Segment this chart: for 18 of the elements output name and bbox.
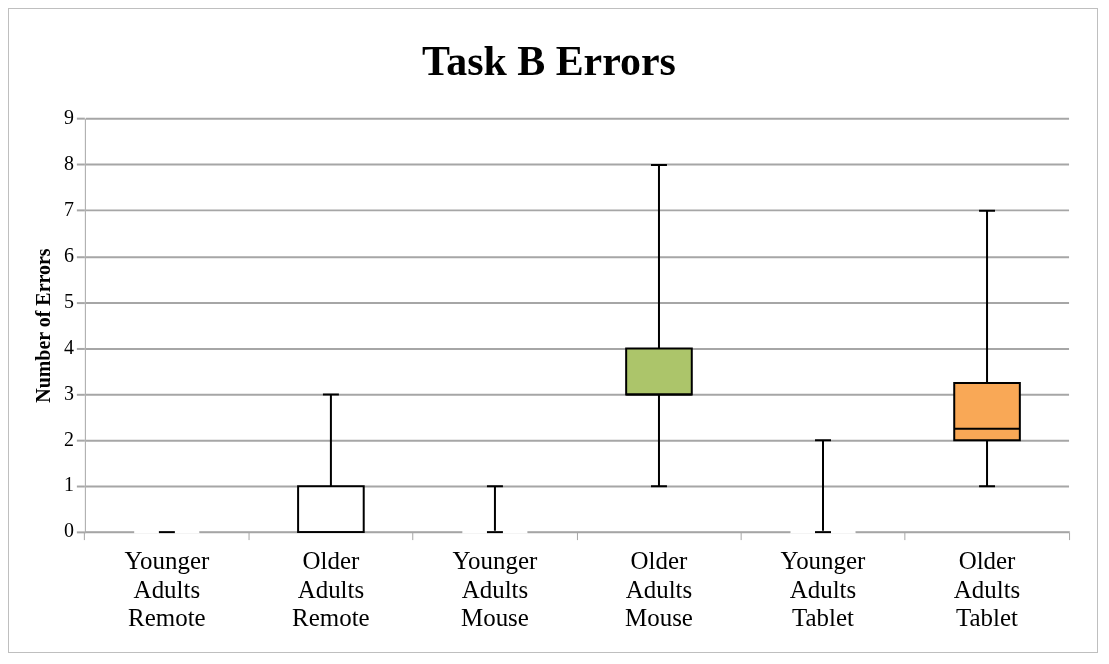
x-tick-label: Older Adults Remote	[292, 546, 370, 632]
y-tick-label: 4	[63, 335, 74, 358]
x-tick-label: Younger Adults Mouse	[452, 546, 539, 632]
y-tick-label: 3	[63, 381, 74, 404]
y-tick-label: 8	[63, 152, 74, 175]
chart-title: Task B Errors	[422, 37, 676, 84]
x-tick-label: Older Adults Mouse	[625, 546, 693, 632]
y-tick-label: 6	[63, 243, 74, 266]
y-tick-label: 5	[63, 289, 74, 312]
y-axis-title: Number of Errors	[32, 248, 55, 403]
y-tick-label: 2	[63, 427, 74, 450]
y-tick-label: 9	[63, 106, 74, 129]
x-tick-label: Younger Adults Remote	[124, 546, 210, 632]
x-tick-label: Younger Adults Tablet	[780, 546, 867, 632]
x-tick-label: Older Adults Tablet	[953, 546, 1021, 632]
y-tick-label: 0	[63, 519, 74, 542]
y-tick-label: 1	[63, 473, 74, 496]
y-tick-label: 7	[63, 198, 74, 221]
